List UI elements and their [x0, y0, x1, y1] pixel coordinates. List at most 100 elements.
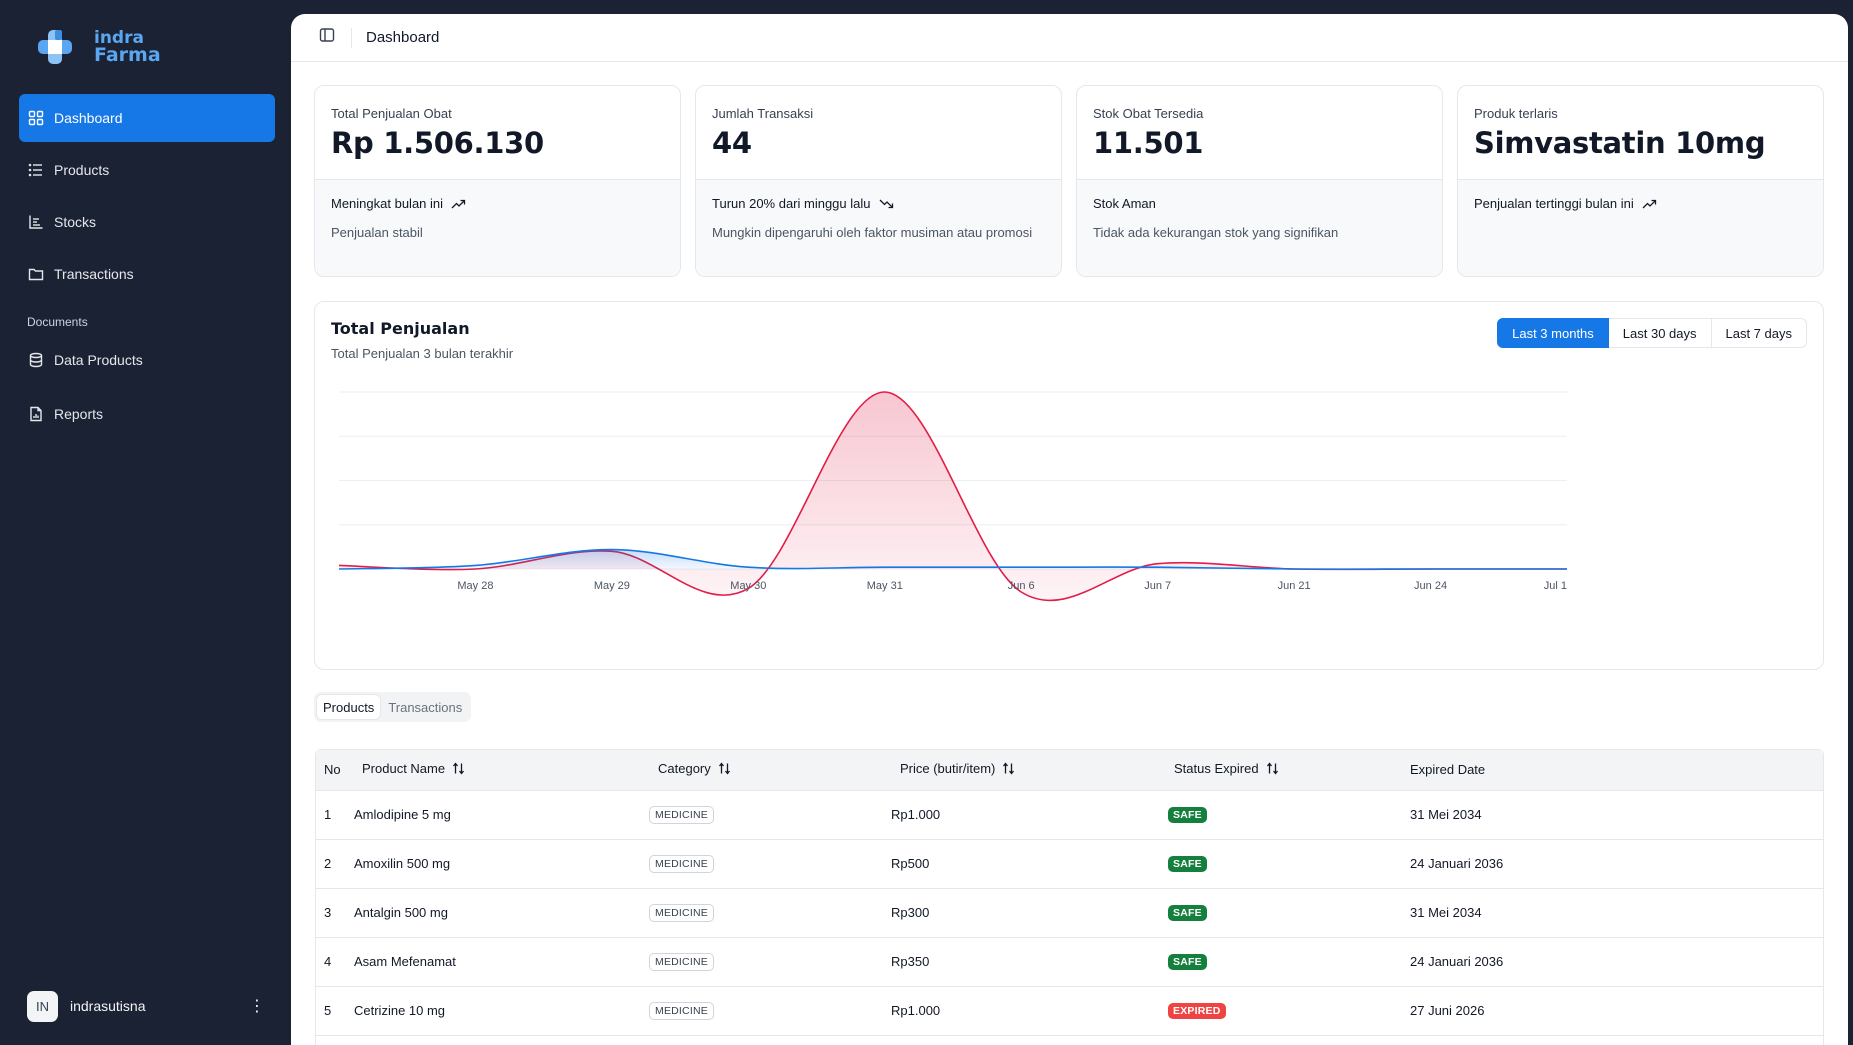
category-badge: MEDICINE: [649, 903, 714, 922]
sidebar-item-transactions[interactable]: Transactions: [19, 250, 275, 298]
cell-product-name: Amlodipine 5 mg: [354, 807, 451, 822]
chart-area-series-0: [339, 391, 1567, 601]
card-trend-text: Penjualan tertinggi bulan ini: [1474, 196, 1634, 211]
status-badge: SAFE: [1168, 954, 1207, 970]
range-last-30-days-button[interactable]: Last 30 days: [1608, 318, 1712, 348]
table-row[interactable]: [316, 1035, 1823, 1045]
sidebar-section-documents: Documents: [27, 315, 88, 329]
card-note: Tidak ada kekurangan stok yang signifika…: [1093, 225, 1339, 240]
sidebar-item-label: Reports: [54, 406, 104, 422]
cell-no: 4: [324, 954, 332, 969]
cell-price: Rp500: [891, 856, 930, 871]
table-row[interactable]: 5 Cetrizine 10 mg MEDICINE Rp1.000 EXPIR…: [316, 986, 1823, 1035]
tab-transactions[interactable]: Transactions: [388, 699, 463, 715]
sidebar-item-reports[interactable]: Reports: [19, 390, 275, 438]
card-trend: Penjualan tertinggi bulan ini: [1474, 196, 1807, 211]
x-tick-label: Jun 21: [1278, 580, 1311, 592]
table-row[interactable]: 4 Asam Mefenamat MEDICINE Rp350 SAFE 24 …: [316, 937, 1823, 986]
medical-cross-icon: [36, 28, 74, 66]
card-trend: Meningkat bulan ini: [331, 196, 664, 211]
card-value: 11.501: [1093, 126, 1204, 160]
status-badge: SAFE: [1168, 807, 1207, 823]
range-last-3-months-button[interactable]: Last 3 months: [1497, 318, 1609, 348]
card-trend: Stok Aman: [1093, 196, 1426, 211]
card-produk-terlaris: Produk terlaris Simvastatin 10mg Penjual…: [1457, 85, 1824, 277]
summary-cards: Total Penjualan Obat Rp 1.506.130 Mening…: [314, 85, 1824, 277]
card-jumlah-transaksi: Jumlah Transaksi 44 Turun 20% dari mingg…: [695, 85, 1062, 277]
range-toggle: Last 3 months Last 30 days Last 7 days: [1497, 318, 1807, 348]
card-trend-text: Stok Aman: [1093, 196, 1156, 211]
column-label: Product Name: [362, 761, 446, 777]
x-tick-label: May 30: [730, 580, 766, 592]
folder-icon: [28, 268, 44, 281]
table-row[interactable]: 3 Antalgin 500 mg MEDICINE Rp300 SAFE 31…: [316, 888, 1823, 937]
table-row[interactable]: 1 Amlodipine 5 mg MEDICINE Rp1.000 SAFE …: [316, 790, 1823, 839]
sort-arrows-icon[interactable]: [452, 762, 465, 778]
trending-up-icon: [1642, 199, 1656, 208]
sort-arrows-icon[interactable]: [1266, 762, 1279, 778]
category-badge: MEDICINE: [649, 805, 714, 824]
chart-area-series-1: [339, 549, 1567, 570]
sidebar-item-label: Stocks: [54, 214, 97, 230]
sales-chart-card: May 28 May 29 May 30 May 31 Jun 6 Jun 7 Jun 21…: [314, 301, 1824, 670]
table-header-row: No Product Name Category Price (butir/it…: [316, 750, 1823, 790]
sort-arrows-icon[interactable]: [1002, 762, 1015, 778]
database-icon: [29, 352, 43, 368]
range-last-7-days-button[interactable]: Last 7 days: [1711, 318, 1807, 348]
cell-expired-date: 24 Januari 2036: [1410, 856, 1504, 871]
sort-arrows-icon[interactable]: [718, 762, 731, 778]
table-tabs: Products Transactions: [314, 692, 472, 722]
cell-product-name: Cetrizine 10 mg: [354, 1003, 446, 1018]
card-value: Simvastatin 10mg: [1474, 126, 1766, 160]
column-header-price[interactable]: Price (butir/item): [886, 750, 1168, 790]
column-label: Expired Date: [1410, 762, 1486, 778]
more-vertical-icon[interactable]: ⋮: [249, 998, 265, 1015]
sidebar-item-label: Dashboard: [54, 110, 123, 126]
category-badge: MEDICINE: [649, 952, 714, 971]
cell-price: Rp1.000: [891, 807, 941, 822]
sidebar-item-dashboard[interactable]: Dashboard: [19, 94, 275, 142]
chart-line-series-1[interactable]: [338, 548, 1567, 570]
x-tick-label: May 28: [457, 580, 493, 592]
tab-products[interactable]: Products: [317, 695, 381, 719]
file-report-icon: [30, 406, 42, 422]
card-trend-text: Meningkat bulan ini: [331, 196, 444, 211]
sidebar-item-data-products[interactable]: Data Products: [19, 336, 275, 384]
x-tick-label: Jun 6: [1008, 580, 1035, 592]
brand-logo[interactable]: indra Farma: [36, 28, 161, 66]
cell-expired-date: 31 Mei 2034: [1410, 807, 1482, 822]
column-header-expired-date: Expired Date: [1404, 750, 1823, 790]
card-total-penjualan: Total Penjualan Obat Rp 1.506.130 Mening…: [314, 85, 681, 277]
user-menu[interactable]: IN indrasutisna ⋮: [27, 990, 267, 1022]
trending-up-icon: [451, 199, 466, 208]
sidebar-nav: Dashboard Products Stocks Transactions D…: [19, 94, 275, 442]
column-label: Status Expired: [1174, 761, 1259, 777]
sidebar-item-label: Data Products: [54, 352, 143, 368]
card-note: Mungkin dipengaruhi oleh faktor musiman …: [712, 225, 1033, 240]
sidebar-item-stocks[interactable]: Stocks: [19, 198, 275, 246]
cell-no: 5: [324, 1003, 332, 1018]
column-header-status-expired[interactable]: Status Expired: [1168, 750, 1404, 790]
sidebar-toggle-icon[interactable]: [319, 27, 335, 48]
cell-product-name: Asam Mefenamat: [354, 954, 456, 969]
column-header-product-name[interactable]: Product Name: [346, 750, 644, 790]
topbar-divider: [351, 27, 352, 48]
page-title: Dashboard: [366, 29, 440, 46]
table-row[interactable]: 2 Amoxilin 500 mg MEDICINE Rp500 SAFE 24…: [316, 839, 1823, 888]
list-icon: [28, 163, 42, 177]
card-label: Produk terlaris: [1474, 106, 1558, 121]
chart-title: Total Penjualan: [331, 319, 470, 338]
cell-price: Rp350: [891, 954, 930, 969]
cell-price: Rp300: [891, 905, 930, 920]
x-tick-label: Jul 1: [1544, 580, 1567, 592]
x-tick-label: Jun 7: [1144, 580, 1171, 592]
column-label: Category: [658, 761, 711, 777]
column-header-category[interactable]: Category: [644, 750, 886, 790]
card-label: Total Penjualan Obat: [331, 106, 452, 121]
avatar: IN: [27, 990, 58, 1022]
column-label: No: [324, 762, 341, 778]
cell-no: 1: [324, 807, 332, 822]
column-label: Price (butir/item): [900, 761, 996, 777]
cell-no: 2: [324, 856, 332, 871]
sidebar-item-products[interactable]: Products: [19, 146, 275, 194]
